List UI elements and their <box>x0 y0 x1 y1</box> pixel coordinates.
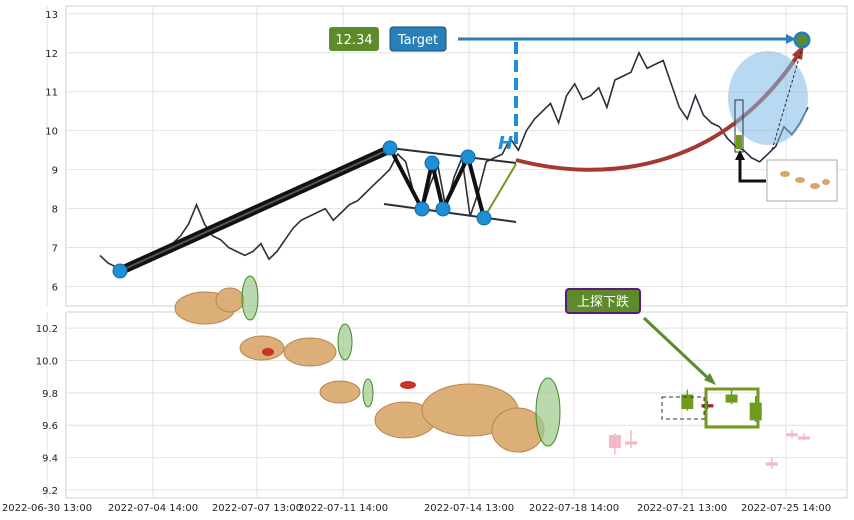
pattern-point-4 <box>461 150 475 164</box>
candle-body <box>750 403 762 421</box>
candle-y-tick: 10.2 <box>36 324 58 335</box>
target-point <box>795 33 809 47</box>
pattern-point-2 <box>425 156 439 170</box>
candle-body <box>726 394 738 402</box>
candle-body <box>786 433 798 436</box>
pattern-point-5 <box>477 211 491 225</box>
price-y-tick: 12 <box>45 49 58 60</box>
price-y-tick: 11 <box>45 88 58 99</box>
candle-y-tick: 9.8 <box>42 389 58 400</box>
pattern-letter: H <box>498 133 513 154</box>
target-zone-circle <box>728 51 808 145</box>
x-tick-label: 2022-07-04 14:00 <box>108 503 198 514</box>
price-y-tick: 8 <box>52 205 58 216</box>
x-tick-label: 2022-07-14 13:00 <box>424 503 514 514</box>
candle-body <box>766 462 778 465</box>
target-badge-text: Target <box>397 33 438 48</box>
x-tick-label: 2022-07-07 13:00 <box>212 503 302 514</box>
pattern-point-start <box>113 264 127 278</box>
price-y-tick: 10 <box>45 127 58 138</box>
inset-candle-body <box>736 135 742 149</box>
pattern-point-1 <box>415 202 429 216</box>
x-tick-label: 2022-06-30 13:00 <box>2 503 92 514</box>
pattern-point-peak <box>383 141 397 155</box>
target-price-text: 12.34 <box>335 33 372 48</box>
candle-y-tick: 9.6 <box>42 421 58 432</box>
price-y-tick: 7 <box>52 244 58 255</box>
candle-body <box>609 435 621 448</box>
price-y-tick: 9 <box>52 166 58 177</box>
candle-y-tick: 9.2 <box>42 486 58 497</box>
x-tick-label: 2022-07-11 14:00 <box>298 503 388 514</box>
x-axis: 2022-06-30 13:00 2022-07-04 14:00 2022-07-… <box>2 503 831 514</box>
candle-y-tick: 10.0 <box>36 357 58 368</box>
pattern-point-3 <box>436 202 450 216</box>
candle-body <box>798 437 810 440</box>
pattern-callout-text: 上探下跌 <box>577 294 629 310</box>
candle-y-tick: 9.4 <box>42 454 58 465</box>
price-y-tick: 13 <box>45 10 58 21</box>
x-tick-label: 2022-07-21 13:00 <box>637 503 727 514</box>
x-tick-label: 2022-07-25 14:00 <box>741 503 831 514</box>
price-y-tick: 6 <box>52 283 58 294</box>
x-tick-label: 2022-07-18 14:00 <box>529 503 619 514</box>
candle-body <box>625 441 637 444</box>
